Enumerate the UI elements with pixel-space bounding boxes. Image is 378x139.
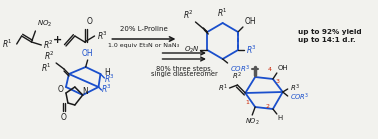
Text: 3: 3 <box>276 79 280 84</box>
Text: $NO_2$: $NO_2$ <box>245 117 260 127</box>
Text: O: O <box>61 113 67 122</box>
Text: O: O <box>87 17 93 26</box>
Text: $COR^3$: $COR^3$ <box>229 64 250 75</box>
Text: $COR^3$: $COR^3$ <box>290 91 309 103</box>
Text: +: + <box>53 35 62 45</box>
Text: OH: OH <box>278 65 288 71</box>
Text: $R^2$: $R^2$ <box>43 39 54 51</box>
Text: $R^3$: $R^3$ <box>104 73 115 85</box>
Text: O: O <box>57 85 63 95</box>
Text: $R^1$: $R^1$ <box>2 38 13 50</box>
Text: up to 92% yield: up to 92% yield <box>297 29 361 35</box>
Text: OH: OH <box>82 49 93 58</box>
Text: $R^3$: $R^3$ <box>290 82 300 94</box>
Text: $R^1$: $R^1$ <box>41 62 52 74</box>
Text: H: H <box>104 68 110 76</box>
Text: 1: 1 <box>245 100 249 105</box>
Text: 4: 4 <box>268 67 272 72</box>
Text: $R^3$: $R^3$ <box>101 83 112 95</box>
Text: H: H <box>278 115 283 121</box>
Text: 80% three steps,: 80% three steps, <box>156 66 212 72</box>
Text: single diastereomer: single diastereomer <box>151 71 218 77</box>
Text: $NO_2$: $NO_2$ <box>37 19 53 29</box>
Text: $R^2$: $R^2$ <box>183 9 194 21</box>
Text: $R^3$: $R^3$ <box>246 44 257 56</box>
Text: 20% L-Proline: 20% L-Proline <box>120 26 168 32</box>
Text: $R^3$: $R^3$ <box>96 30 107 42</box>
Text: $R^2$: $R^2$ <box>232 71 242 82</box>
Text: $O_2N$: $O_2N$ <box>184 45 200 55</box>
Text: 1.0 equiv Et₃N or NaN₃: 1.0 equiv Et₃N or NaN₃ <box>108 43 180 48</box>
Text: OH: OH <box>245 17 257 26</box>
Text: $R^2$: $R^2$ <box>44 50 55 62</box>
Text: $R^1$: $R^1$ <box>218 82 228 94</box>
Text: up to 14:1 d.r.: up to 14:1 d.r. <box>297 37 355 43</box>
Text: 2: 2 <box>266 104 270 109</box>
Text: $R^1$: $R^1$ <box>217 7 228 19</box>
Text: N: N <box>82 87 88 96</box>
